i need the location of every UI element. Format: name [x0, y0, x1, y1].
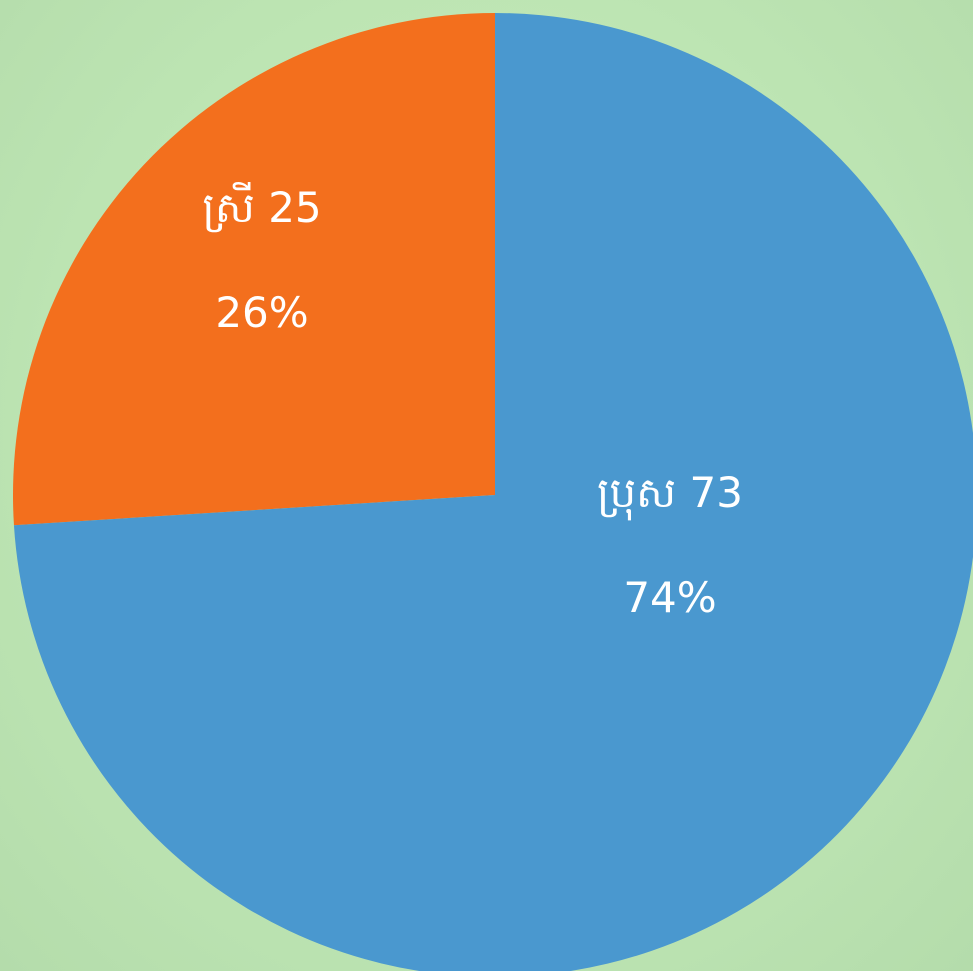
pie-slice-female	[12, 13, 495, 526]
slice-label-female-text: ស្រី 25	[202, 182, 321, 233]
slice-label-male: ប្រុស 73 74%	[597, 468, 743, 622]
pie-slices	[12, 13, 973, 971]
slice-label-male-text: ប្រុស 73	[597, 468, 743, 521]
pie-slice-male	[13, 13, 973, 971]
slice-percent-female: 26%	[215, 288, 308, 337]
slice-percent-male: 74%	[623, 573, 716, 622]
slice-label-female: ស្រី 25 26%	[202, 182, 321, 337]
